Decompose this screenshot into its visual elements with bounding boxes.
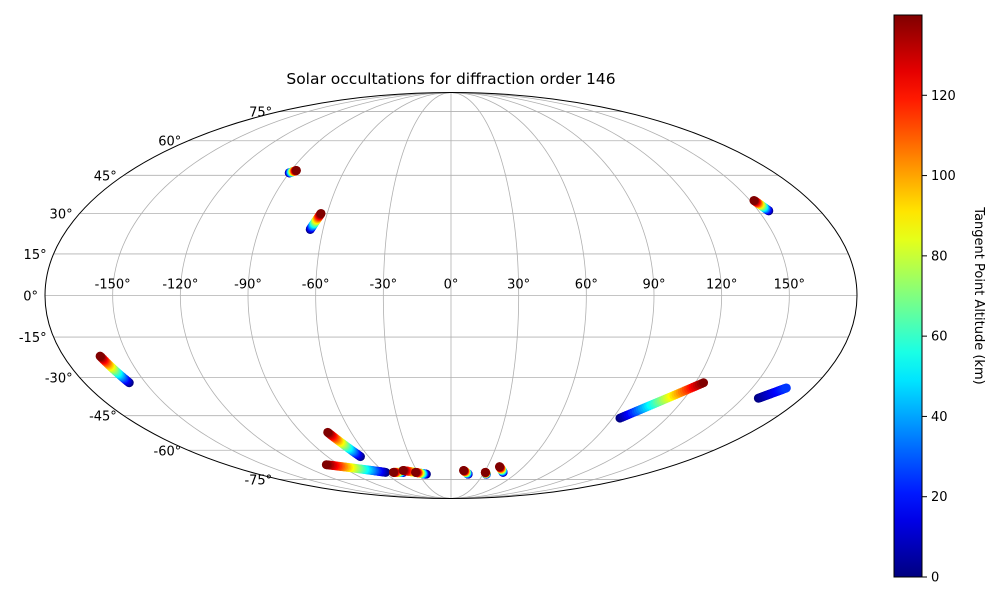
occultation-point [781,383,791,393]
map-outline [44,92,858,499]
occultation-point [480,467,490,477]
longitude-tick-label: 120° [706,278,737,293]
occultation-track [480,467,491,479]
latitude-tick-label: -30° [45,372,73,387]
colorbar: 0 20 40 60 80 100 120 Tangent Point Altitude (… [893,14,986,586]
latitude-tick-label: 45° [94,169,117,184]
occultation-track [321,460,391,477]
colorbar-tick-label: 20 [931,490,948,505]
latitude-tick-label: -75° [244,473,272,488]
occultation-point [398,465,408,475]
longitude-tick-label: 150° [774,278,805,293]
longitude-tick-label: 0° [444,278,459,293]
occultation-track [95,351,134,388]
colorbar-label: Tangent Point Altitude (km) [971,206,986,384]
latitude-tick-label: 15° [24,248,47,263]
occultation-track [323,427,365,462]
occultation-track [459,465,473,479]
longitude-tick-label: -90° [234,278,262,293]
occultation-point [316,208,326,218]
colorbar-tick-label: 80 [931,249,948,264]
occultation-tracks [95,165,791,479]
latitude-tick-label: -60° [154,444,182,459]
latitude-tick-labels: 75° 60° 45° 30° 15° 0° -15° -30° -45° -60° -75° [19,106,272,489]
longitude-tick-label: -150° [95,278,131,293]
occultation-point [321,460,331,470]
latitude-tick-label: -45° [89,410,117,425]
colorbar-tick-label: 40 [931,410,948,425]
colorbar-tick-label: 60 [931,330,948,345]
latitude-tick-label: 30° [50,207,73,222]
occultation-point [95,351,105,361]
colorbar-tick-label: 0 [931,571,939,586]
occultation-track [305,208,326,234]
longitude-tick-label: -30° [369,278,397,293]
occultation-point [411,467,421,477]
occultation-point [495,462,505,472]
longitude-tick-label: 60° [575,278,598,293]
occultation-point [459,465,469,475]
occultation-point [699,378,709,388]
occultation-track [753,383,791,403]
longitude-tick-labels: -150° -120° -90° -60° -30° 0° 30° 60° 90° 120° 150… [95,278,805,293]
occultation-point [291,165,301,175]
longitude-tick-label: 30° [507,278,530,293]
colorbar-tick-label: 100 [931,169,956,184]
colorbar-gradient [893,14,923,578]
occultation-track [615,378,709,423]
occultation-point [749,195,759,205]
latitude-tick-label: 0° [23,290,38,305]
occultation-point [323,427,333,437]
occultation-track [284,165,301,178]
longitude-tick-label: -120° [162,278,198,293]
longitude-tick-label: 90° [642,278,665,293]
occultation-track [749,195,774,216]
latitude-tick-label: 60° [158,135,181,150]
longitude-tick-label: -60° [302,278,330,293]
latitude-tick-label: 75° [249,106,272,121]
occultation-point [388,467,398,477]
map-graticule [45,92,857,499]
latitude-tick-label: -15° [19,331,47,346]
chart-title: Solar occultations for diffraction order… [286,70,615,88]
colorbar-ticks: 0 20 40 60 80 100 120 [922,89,956,586]
colorbar-tick-label: 120 [931,89,956,104]
occultation-track [411,467,430,479]
occultation-track [495,462,508,477]
